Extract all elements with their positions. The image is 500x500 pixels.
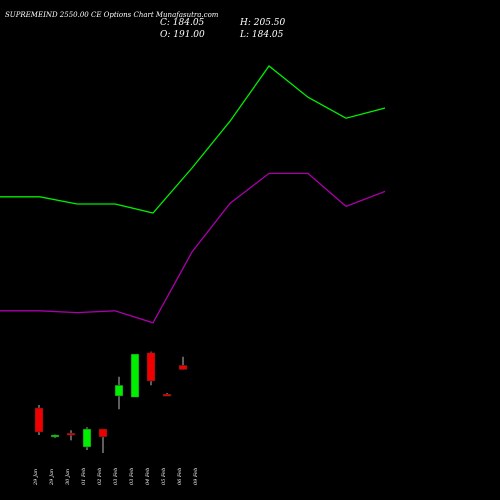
candle-body <box>34 407 44 433</box>
candle-body <box>178 365 188 370</box>
candle-body <box>146 352 156 382</box>
candle <box>162 393 172 397</box>
candle <box>178 356 188 370</box>
x-tick-label: 30 Jan <box>65 469 71 485</box>
x-tick-label: 06 Feb <box>177 468 183 485</box>
x-tick-label: 01 Feb <box>81 468 87 485</box>
close-label: C: 184.05 <box>160 18 205 28</box>
candle-body <box>98 428 108 438</box>
candle <box>146 351 156 386</box>
x-tick-label: 03 Feb <box>113 468 119 485</box>
candle-body <box>114 384 124 397</box>
x-tick-label: 09 Feb <box>193 468 199 485</box>
candle <box>82 427 92 450</box>
candle <box>98 428 108 453</box>
candle-body <box>82 428 92 448</box>
candle <box>130 353 140 398</box>
x-axis-ticks: 29 Jan 29 Jan 30 Jan 01 Feb 02 Feb 03 Feb 03 F… <box>33 468 199 486</box>
candle-body <box>162 393 172 397</box>
candle-body <box>50 434 60 438</box>
indicator-line-1 <box>0 65 386 214</box>
candle-body <box>130 353 140 398</box>
candle <box>34 405 44 435</box>
x-tick-label: 02 Feb <box>97 468 103 485</box>
x-tick-label: 29 Jan <box>49 469 55 486</box>
x-tick-label: 03 Feb <box>129 468 135 485</box>
indicator-lines <box>0 65 386 324</box>
low-label: L: 184.05 <box>239 30 284 40</box>
indicator-line-2 <box>0 172 386 324</box>
candle <box>50 434 60 438</box>
x-tick-label: 05 Feb <box>161 468 167 485</box>
chart-title: SUPREMEIND 2550.00 CE Options Chart Muna… <box>5 11 219 19</box>
candle <box>66 430 76 441</box>
x-tick-label: 04 Feb <box>145 468 151 485</box>
candles <box>34 351 188 453</box>
open-label: O: 191.00 <box>160 30 205 40</box>
candle-body <box>66 432 76 436</box>
x-tick-label: 29 Jan <box>33 469 39 486</box>
candle <box>114 376 124 410</box>
high-label: H: 205.50 <box>239 18 286 28</box>
